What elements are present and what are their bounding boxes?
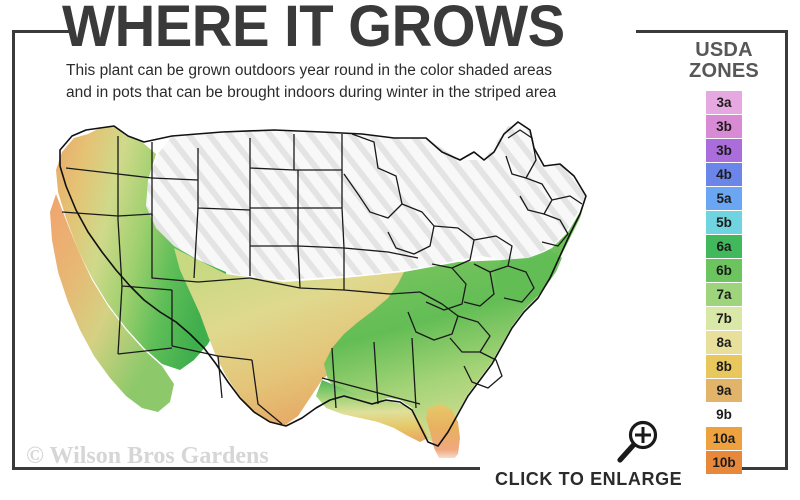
map-west-region — [56, 126, 228, 370]
zone-swatch: 3b — [706, 115, 742, 139]
zone-swatch: 8a — [706, 331, 742, 355]
click-to-enlarge-label[interactable]: CLICK TO ENLARGE — [495, 469, 683, 489]
zone-swatch: 10a — [706, 427, 742, 451]
zone-swatch: 8b — [706, 355, 742, 379]
zone-swatch: 4b — [706, 163, 742, 187]
zone-swatch: 6a — [706, 235, 742, 259]
frame-border-top-right — [636, 30, 788, 33]
striped-region — [146, 126, 586, 280]
zone-swatch: 5a — [706, 187, 742, 211]
map-base-layer — [146, 126, 586, 280]
copyright-watermark: © Wilson Bros Gardens — [26, 443, 269, 469]
magnifier-plus-icon[interactable] — [614, 417, 662, 465]
zone-swatch: 3a — [706, 91, 742, 115]
zone-swatch-stack: 3a 3b 3b 4b 5a 5b 6a 6b 7a 7b 8a 8b 9a 9b 10a 10b — [706, 91, 742, 474]
legend-title-line2: ZONES — [689, 60, 759, 82]
zone-swatch: 7a — [706, 283, 742, 307]
zone-swatch: 10b — [706, 451, 742, 474]
state-borders — [61, 129, 583, 425]
frame-border-bottom-left — [12, 467, 480, 470]
legend-title-line1: USDA — [695, 39, 753, 61]
zone-swatch: 9a — [706, 379, 742, 403]
usda-zone-map[interactable] — [22, 108, 662, 458]
frame-border-left — [12, 30, 15, 470]
zone-swatch: 3b — [706, 139, 742, 163]
zone-swatch: 7b — [706, 307, 742, 331]
map-california-region — [50, 194, 174, 412]
frame-border-right — [785, 30, 788, 470]
frame-border-top-left — [12, 30, 72, 33]
zone-swatch: 9b — [706, 403, 742, 427]
zone-swatch: 5b — [706, 211, 742, 235]
subtitle-text: This plant can be grown outdoors year ro… — [66, 62, 557, 101]
country-outline — [59, 121, 587, 447]
zone-swatch: 6b — [706, 259, 742, 283]
frame-border-bottom-right — [742, 467, 788, 470]
usda-zones-legend: USDA ZONES 3a 3b 3b 4b 5a 5b 6a 6b 7a 7b 8a 8b 9a 9b 1… — [672, 40, 776, 474]
legend-title: USDA ZONES — [672, 40, 776, 82]
page-title: WHERE IT GROWS — [62, 0, 565, 59]
